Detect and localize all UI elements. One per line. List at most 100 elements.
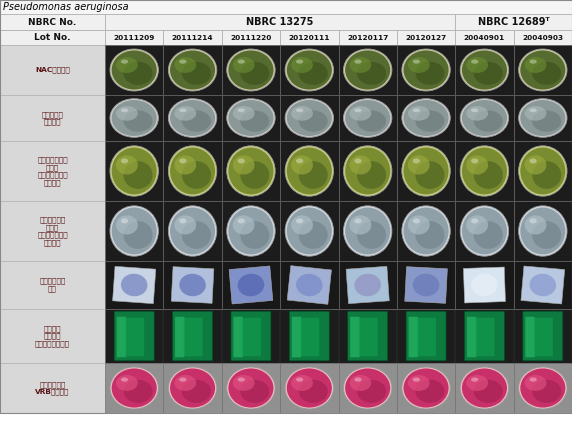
Bar — [0, 141, 105, 201]
Bar — [164, 261, 222, 309]
FancyBboxPatch shape — [525, 317, 535, 357]
Bar — [455, 30, 514, 45]
Bar — [514, 95, 572, 141]
FancyBboxPatch shape — [416, 318, 436, 356]
Ellipse shape — [237, 378, 245, 381]
Ellipse shape — [345, 51, 390, 89]
Ellipse shape — [349, 57, 371, 73]
Ellipse shape — [170, 100, 215, 136]
Bar — [455, 363, 514, 413]
Ellipse shape — [116, 375, 138, 391]
Ellipse shape — [287, 208, 332, 254]
Ellipse shape — [287, 100, 332, 136]
Ellipse shape — [460, 206, 509, 256]
Bar — [164, 45, 222, 95]
Ellipse shape — [299, 221, 328, 249]
Ellipse shape — [291, 215, 313, 235]
Text: 20120117: 20120117 — [347, 34, 388, 40]
Ellipse shape — [121, 59, 128, 64]
Ellipse shape — [240, 110, 269, 132]
Bar — [105, 14, 455, 30]
Bar — [514, 363, 572, 413]
Ellipse shape — [355, 218, 362, 224]
Ellipse shape — [462, 368, 507, 407]
Ellipse shape — [408, 57, 430, 73]
Bar — [514, 141, 572, 201]
Bar — [280, 45, 339, 95]
Ellipse shape — [124, 161, 153, 189]
Bar — [105, 261, 164, 309]
Ellipse shape — [355, 378, 362, 381]
Ellipse shape — [291, 375, 313, 391]
Bar — [280, 95, 339, 141]
Ellipse shape — [228, 147, 273, 194]
Ellipse shape — [168, 206, 217, 256]
Bar — [346, 266, 390, 304]
Ellipse shape — [285, 99, 333, 137]
FancyBboxPatch shape — [406, 311, 446, 361]
Ellipse shape — [530, 274, 556, 296]
Bar — [397, 261, 455, 309]
Ellipse shape — [233, 215, 255, 235]
Bar — [397, 30, 455, 45]
Ellipse shape — [355, 158, 362, 163]
Ellipse shape — [296, 108, 303, 112]
Ellipse shape — [121, 218, 128, 224]
Ellipse shape — [285, 206, 333, 256]
Ellipse shape — [357, 62, 386, 85]
Ellipse shape — [291, 155, 313, 175]
Bar — [405, 267, 447, 303]
Ellipse shape — [402, 367, 450, 409]
Bar — [113, 266, 156, 304]
Ellipse shape — [355, 274, 381, 296]
Bar — [339, 201, 397, 261]
Ellipse shape — [525, 106, 546, 121]
Ellipse shape — [519, 367, 567, 409]
FancyBboxPatch shape — [467, 317, 476, 357]
Ellipse shape — [116, 155, 138, 175]
Ellipse shape — [110, 206, 158, 256]
Text: ブドウ糖添加
VRB寒天培地: ブドウ糖添加 VRB寒天培地 — [35, 381, 70, 395]
Ellipse shape — [291, 106, 313, 121]
Text: 20040901: 20040901 — [464, 34, 505, 40]
Bar — [222, 95, 280, 141]
Ellipse shape — [296, 59, 303, 64]
Bar — [280, 201, 339, 261]
Ellipse shape — [402, 146, 450, 196]
Bar — [164, 201, 222, 261]
Ellipse shape — [474, 62, 503, 85]
Ellipse shape — [285, 146, 333, 196]
Bar — [514, 45, 572, 95]
Bar — [105, 30, 164, 45]
Ellipse shape — [233, 57, 255, 73]
Ellipse shape — [291, 57, 313, 73]
Ellipse shape — [519, 146, 567, 196]
Ellipse shape — [474, 161, 503, 189]
Ellipse shape — [357, 221, 386, 249]
Ellipse shape — [345, 368, 390, 407]
Ellipse shape — [471, 59, 478, 64]
Ellipse shape — [471, 108, 478, 112]
Ellipse shape — [343, 146, 392, 196]
Ellipse shape — [168, 49, 217, 91]
Ellipse shape — [413, 59, 420, 64]
Ellipse shape — [462, 147, 507, 194]
Ellipse shape — [525, 215, 546, 235]
Ellipse shape — [233, 155, 255, 175]
Ellipse shape — [403, 208, 448, 254]
Ellipse shape — [227, 206, 275, 256]
Ellipse shape — [355, 59, 362, 64]
Bar — [455, 95, 514, 141]
Ellipse shape — [112, 51, 157, 89]
Ellipse shape — [237, 158, 245, 163]
Ellipse shape — [413, 378, 420, 381]
Ellipse shape — [415, 380, 444, 403]
FancyBboxPatch shape — [241, 318, 261, 356]
Ellipse shape — [233, 375, 255, 391]
Ellipse shape — [466, 57, 488, 73]
Ellipse shape — [121, 158, 128, 163]
Text: ピオシアニン
検出用
シュードモナス
寒天培地: ピオシアニン 検出用 シュードモナス 寒天培地 — [37, 216, 68, 246]
Bar — [0, 201, 105, 261]
Bar — [455, 141, 514, 201]
Ellipse shape — [240, 380, 269, 403]
